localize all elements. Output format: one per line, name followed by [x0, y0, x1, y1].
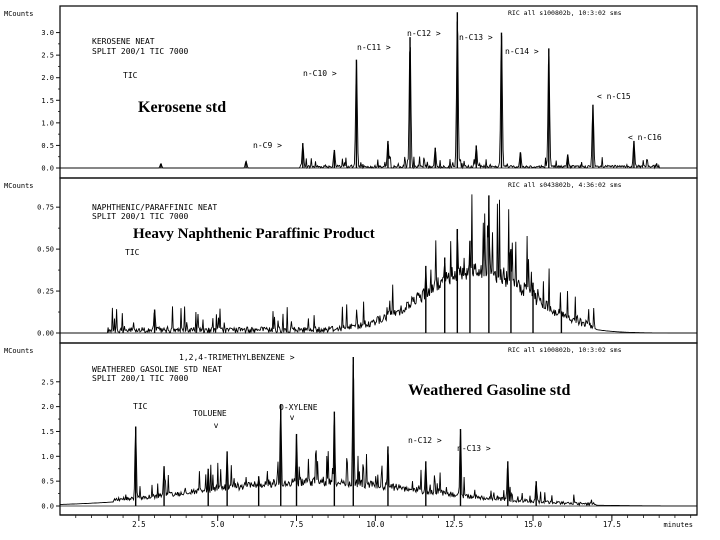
x-tick-label: 12.5	[445, 520, 463, 529]
trace-label: TIC	[133, 402, 148, 411]
y-axis-label: MCounts	[4, 347, 34, 355]
peak-label: n-C13 >	[459, 33, 493, 42]
y-tick-label: 1.0	[41, 453, 54, 461]
y-tick-label: 2.5	[41, 378, 54, 386]
y-tick-label: 0.5	[41, 142, 54, 150]
method-line-1: KEROSENE NEAT	[92, 37, 155, 46]
chromatogram-panel-3: 0.0 0.5 1.0 1.5 2.0 2.5 MCounts RIC all s100802…	[4, 342, 698, 516]
peak-label: O-XYLENE	[279, 403, 318, 412]
run-header: RIC all s100802b, 10:3:02 sms	[508, 9, 622, 17]
y-tick-label: 0.75	[37, 204, 54, 212]
peak-label: n-C9 >	[253, 141, 282, 150]
chromatogram-panel-1: 0.0 0.5 1.0 1.5 2.0 2.5 3.0 MCounts RIC all s100…	[4, 5, 698, 179]
panel-title: Weathered Gasoline std	[408, 382, 570, 399]
peak-label: n-C14 >	[505, 47, 539, 56]
chromatogram-panel-2: 0.00 0.25 0.50 0.75 MCounts RIC all s043802b,…	[4, 177, 698, 344]
y-axis-label: MCounts	[4, 10, 34, 18]
x-tick-label: 5.0	[211, 520, 225, 529]
peak-arrow: v	[214, 421, 219, 430]
y-tick-label: 1.5	[41, 428, 54, 436]
x-axis: 2.5 5.0 7.5 10.0 12.5 15.0 17.5 minutes	[60, 514, 697, 529]
y-tick-label: 2.5	[41, 52, 54, 60]
trace-label: TIC	[123, 71, 138, 80]
peak-label: n-C11 >	[357, 43, 391, 52]
y-axis-label: MCounts	[4, 182, 34, 190]
y-tick-label: 0.50	[37, 246, 54, 254]
panel-title: Heavy Naphthenic Paraffinic Product	[133, 226, 375, 242]
y-tick-label: 1.0	[41, 119, 54, 127]
y-tick-label: 2.0	[41, 74, 54, 82]
plots-group: 0.0 0.5 1.0 1.5 2.0 2.5 3.0 MCounts RIC all s100…	[4, 5, 698, 516]
y-tick-label: 0.5	[41, 478, 54, 486]
method-line-1: WEATHERED GASOLINE STD NEAT	[92, 365, 222, 374]
peak-label: n-C10 >	[303, 69, 337, 78]
x-axis-unit: minutes	[663, 521, 693, 529]
y-tick-label: 0.0	[41, 503, 54, 511]
run-header: RIC all s100802b, 10:3:02 sms	[508, 346, 622, 354]
tic-trace	[59, 364, 697, 507]
y-tick-label: 0.00	[37, 330, 54, 338]
method-line-1: NAPHTHENIC/PARAFFINIC NEAT	[92, 203, 217, 212]
peak-label: TOLUENE	[193, 409, 227, 418]
peak-label: < n-C16	[628, 133, 662, 142]
method-line-2: SPLIT 200/1 TIC 7000	[92, 374, 189, 383]
x-tick-label: 15.0	[524, 520, 543, 529]
y-tick-label: 3.0	[41, 29, 54, 37]
panel-title: Kerosene std	[138, 99, 226, 116]
y-tick-label: 0.25	[37, 288, 54, 296]
peak-label: < n-C15	[597, 92, 631, 101]
method-line-2: SPLIT 200/1 TIC 7000	[92, 47, 189, 56]
peak-label: n-C12 >	[408, 436, 442, 445]
run-header: RIC all s043802b, 4:36:02 sms	[508, 181, 622, 189]
peak-label: 1,2,4-TRIMETHYLBENZENE >	[179, 353, 295, 362]
y-tick-label: 2.0	[41, 403, 54, 411]
x-tick-label: 2.5	[132, 520, 146, 529]
x-tick-label: 7.5	[290, 520, 304, 529]
method-line-2: SPLIT 200/1 TIC 7000	[92, 212, 189, 221]
x-tick-label: 17.5	[603, 520, 621, 529]
trace-label: TIC	[125, 248, 140, 257]
y-tick-label: 0.0	[41, 165, 54, 173]
peak-label: n-C13 >	[457, 444, 491, 453]
peak-arrow: v	[290, 413, 295, 422]
y-tick-label: 1.5	[41, 97, 54, 105]
peak-label: n-C12 >	[407, 29, 441, 38]
x-tick-label: 10.0	[366, 520, 385, 529]
